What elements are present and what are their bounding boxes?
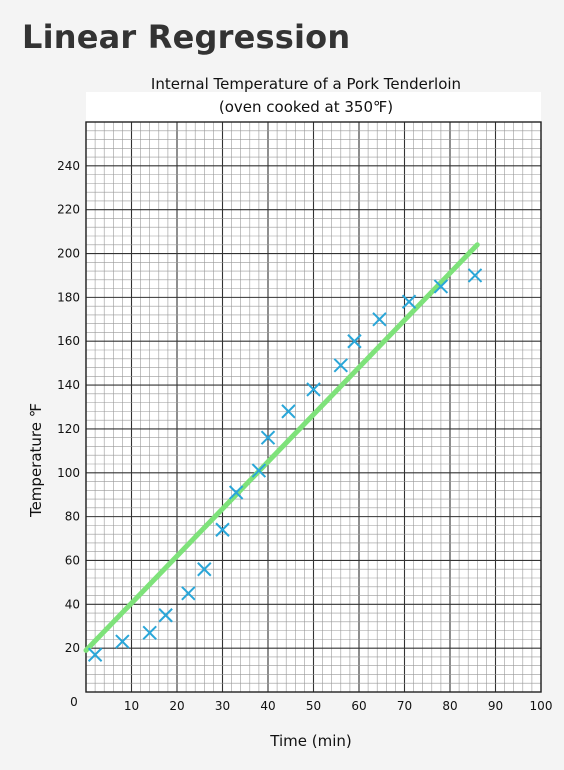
origin-tick-label: 0 — [70, 695, 78, 709]
plot-border — [85, 121, 542, 693]
y-tick-label: 40 — [65, 597, 80, 611]
y-tick-label: 120 — [57, 422, 80, 436]
chart-title-line2: (oven cooked at 350℉) — [219, 98, 393, 116]
x-tick-label: 60 — [351, 699, 366, 713]
y-tick-label: 200 — [57, 247, 80, 261]
y-tick-label: 20 — [65, 641, 80, 655]
data-point — [251, 463, 267, 478]
x-tick-label: 30 — [215, 699, 230, 713]
data-point — [467, 268, 483, 283]
x-tick-label: 20 — [169, 699, 184, 713]
chart-title-line1: Internal Temperature of a Pork Tenderloi… — [151, 75, 461, 93]
y-tick-label: 60 — [65, 553, 80, 567]
data-point — [281, 404, 296, 419]
data-point — [158, 608, 173, 623]
y-tick-label: 100 — [57, 466, 80, 480]
data-point — [215, 522, 230, 537]
y-axis-label: Temperature ℉ — [27, 403, 45, 518]
x-tick-label: 90 — [488, 699, 503, 713]
x-tick-label: 100 — [530, 699, 553, 713]
data-point — [433, 279, 449, 294]
data-point — [197, 562, 212, 577]
data-point — [228, 485, 244, 500]
data-point — [347, 334, 362, 349]
y-tick-labels: 20 40 60 80 100 120 140 160 180 200 220 240 0 — [57, 159, 80, 709]
data-point — [87, 647, 103, 662]
x-axis-label: Time (min) — [269, 732, 351, 750]
y-tick-label: 80 — [65, 510, 80, 524]
data-point — [401, 294, 417, 309]
data-points — [87, 268, 483, 662]
data-point — [260, 430, 276, 445]
data-point — [306, 382, 321, 397]
x-tick-label: 10 — [124, 699, 139, 713]
regression-line — [83, 242, 480, 653]
data-point — [142, 625, 157, 641]
y-tick-label: 140 — [57, 378, 80, 392]
y-tick-label: 220 — [57, 203, 80, 217]
grid — [85, 121, 542, 693]
data-point — [333, 358, 349, 373]
page-title: Linear Regression — [22, 18, 351, 56]
y-tick-label: 160 — [57, 334, 80, 348]
x-tick-label: 50 — [306, 699, 321, 713]
data-point — [181, 586, 196, 601]
x-tick-label: 40 — [260, 699, 275, 713]
y-tick-label: 240 — [57, 159, 80, 173]
x-tick-labels: 10 20 30 40 50 60 70 80 90 100 — [124, 699, 553, 713]
data-point — [372, 312, 387, 327]
y-tick-label: 180 — [57, 290, 80, 304]
x-tick-label: 70 — [397, 699, 412, 713]
regression-line-group — [83, 242, 480, 653]
x-tick-label: 80 — [442, 699, 457, 713]
data-point — [115, 634, 130, 649]
